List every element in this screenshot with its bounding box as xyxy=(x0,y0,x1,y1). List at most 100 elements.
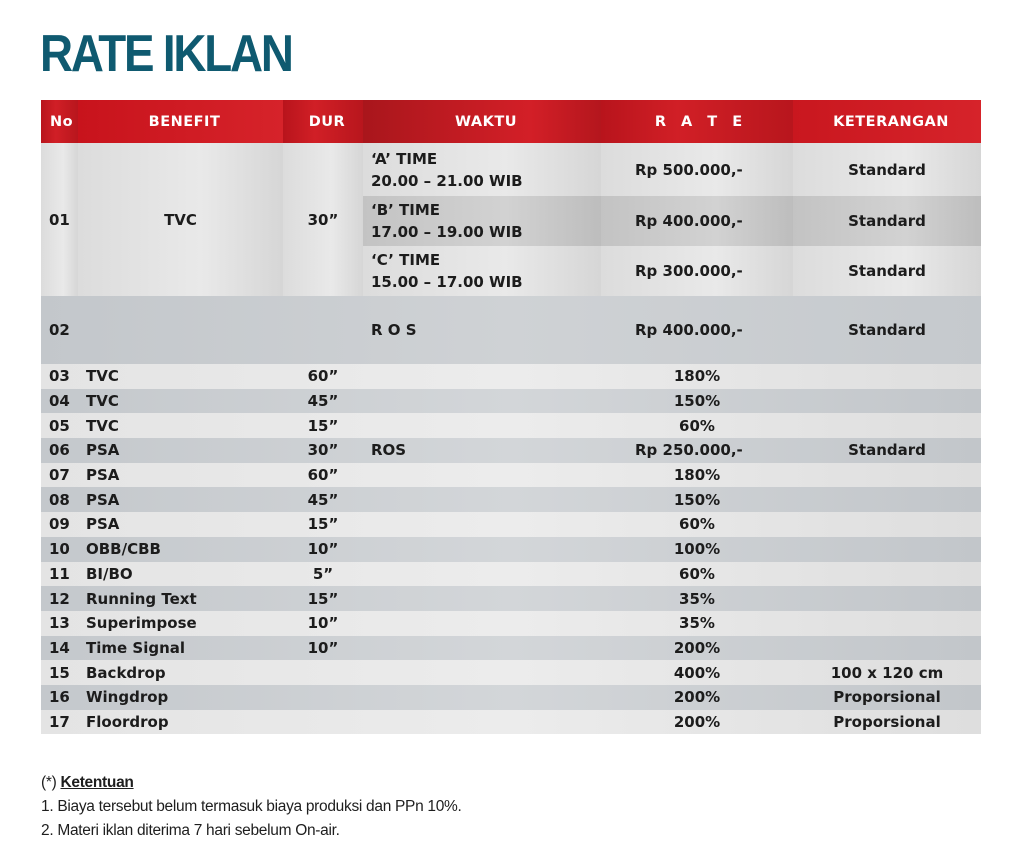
row-benefit: PSA xyxy=(86,441,120,460)
row-no: 15 xyxy=(49,663,70,682)
row-benefit xyxy=(78,296,283,364)
row-benefit: PSA xyxy=(86,515,120,534)
row-no: 05 xyxy=(49,416,70,435)
waktu-slot-hours: 20.00 – 21.00 WIB xyxy=(371,171,523,190)
notes-prefix: (*) xyxy=(41,774,57,791)
row-waktu xyxy=(363,562,601,587)
row-rate: 180% xyxy=(673,367,721,386)
row-rate: 35% xyxy=(679,589,715,608)
row-no: 11 xyxy=(49,564,70,583)
row-dur: 60” xyxy=(307,466,339,485)
column-header-benefit: BENEFIT xyxy=(78,100,283,143)
row-keterangan: Standard xyxy=(793,143,981,196)
row-no: 09 xyxy=(49,515,70,534)
column-header-no: No xyxy=(41,100,78,143)
note-item-1: 1. Biaya tersebut belum termasuk biaya p… xyxy=(41,798,462,815)
row-benefit: TVC xyxy=(86,416,119,435)
row-waktu xyxy=(363,512,601,537)
row-waktu xyxy=(363,364,601,389)
waktu-slot-hours: 15.00 – 17.00 WIB xyxy=(371,273,523,291)
row-no: 14 xyxy=(49,638,70,657)
row-waktu xyxy=(363,710,601,735)
page-title: RATE IKLAN xyxy=(40,25,294,83)
row-rate: 200% xyxy=(673,688,721,707)
row-waktu xyxy=(363,463,601,488)
row-rate: 200% xyxy=(673,638,721,657)
row-dur xyxy=(283,660,363,685)
row-benefit: Floordrop xyxy=(86,712,169,731)
table-row: 15 Backdrop 400% 100 x 120 cm xyxy=(41,660,981,685)
column-header-dur: DUR xyxy=(283,100,363,143)
row-dur: 5” xyxy=(312,564,334,583)
notes-section: (*) Ketentuan 1. Biaya tersebut belum te… xyxy=(41,771,462,843)
row-benefit: PSA xyxy=(86,466,120,485)
row-keterangan xyxy=(793,537,981,562)
note-item-2: 2. Materi iklan diterima 7 hari sebelum … xyxy=(41,822,340,839)
row-keterangan: Proporsional xyxy=(833,712,941,731)
row-benefit: PSA xyxy=(86,490,120,509)
row-dur xyxy=(283,710,363,735)
row-waktu xyxy=(363,660,601,685)
table-row: 03 TVC 60” 180% xyxy=(41,364,981,389)
row-waktu xyxy=(363,611,601,636)
row-waktu: R O S xyxy=(371,321,417,339)
row-dur: 15” xyxy=(307,589,339,608)
table-row: 06 PSA 30” ROS Rp 250.000,- Standard xyxy=(41,438,981,463)
row-benefit: Running Text xyxy=(86,589,197,608)
waktu-slot-label: ‘A’ TIME xyxy=(371,149,438,168)
row-waktu xyxy=(363,537,601,562)
row-no: 10 xyxy=(49,540,70,559)
row-benefit: Time Signal xyxy=(86,638,186,657)
table-header-row: No BENEFIT DUR WAKTU R A T E KETERANGAN xyxy=(41,100,981,143)
row-keterangan: Proporsional xyxy=(833,688,941,707)
row-keterangan xyxy=(793,512,981,537)
table-row: 14 Time Signal 10” 200% xyxy=(41,635,981,661)
row-rate: 35% xyxy=(679,614,715,633)
row-waktu xyxy=(363,487,601,512)
table-row: 07 PSA 60” 180% xyxy=(41,462,981,488)
column-header-rate: R A T E xyxy=(601,100,793,143)
row-dur: 30” xyxy=(307,441,339,460)
table-row: 04 TVC 45” 150% xyxy=(41,388,981,414)
row-waktu xyxy=(363,413,601,438)
row-dur: 60” xyxy=(307,367,339,386)
row-rate: 150% xyxy=(673,490,721,509)
row-rate: 60% xyxy=(679,416,715,435)
waktu-slot-label: ‘C’ TIME xyxy=(371,251,441,269)
rate-table: No BENEFIT DUR WAKTU R A T E KETERANGAN … xyxy=(41,100,981,735)
table-row: 16 Wingdrop 200% Proporsional xyxy=(41,684,981,710)
row-no: 08 xyxy=(49,490,70,509)
row-keterangan xyxy=(793,389,981,414)
row-rate: Rp 300.000,- xyxy=(601,246,793,296)
row-rate: 60% xyxy=(679,564,715,583)
row-no: 16 xyxy=(49,688,70,707)
row-dur: 10” xyxy=(307,614,339,633)
row-no: 06 xyxy=(49,441,70,460)
row-dur: 45” xyxy=(307,490,339,509)
row-keterangan xyxy=(793,611,981,636)
row-keterangan xyxy=(793,413,981,438)
row-keterangan: Standard xyxy=(793,196,981,246)
row-dur: 45” xyxy=(307,392,339,411)
row-benefit: Superimpose xyxy=(86,614,197,633)
row-keterangan xyxy=(793,562,981,587)
row-dur: 15” xyxy=(307,515,339,534)
row-rate: 200% xyxy=(673,712,721,731)
row-rate: Rp 250.000,- xyxy=(635,441,743,460)
row-dur: 15” xyxy=(307,416,339,435)
waktu-slot-label: ‘B’ TIME xyxy=(371,201,441,219)
row-keterangan: 100 x 120 cm xyxy=(830,663,944,682)
table-row: 11 BI/BO 5” 60% xyxy=(41,561,981,587)
row-waktu xyxy=(363,586,601,611)
row-no: 04 xyxy=(49,392,70,411)
row-no: 03 xyxy=(49,367,70,386)
row-waktu: ‘B’ TIME 17.00 – 19.00 WIB xyxy=(363,196,601,246)
table-row: 13 Superimpose 10” 35% xyxy=(41,610,981,636)
table-row: 08 PSA 45” 150% xyxy=(41,487,981,513)
waktu-slot-hours: 17.00 – 19.00 WIB xyxy=(371,223,523,241)
row-dur xyxy=(283,296,363,364)
row-no: 12 xyxy=(49,589,70,608)
row-waktu: ROS xyxy=(371,441,407,460)
table-row: 09 PSA 15” 60% xyxy=(41,512,981,537)
row-benefit: Backdrop xyxy=(86,663,166,682)
